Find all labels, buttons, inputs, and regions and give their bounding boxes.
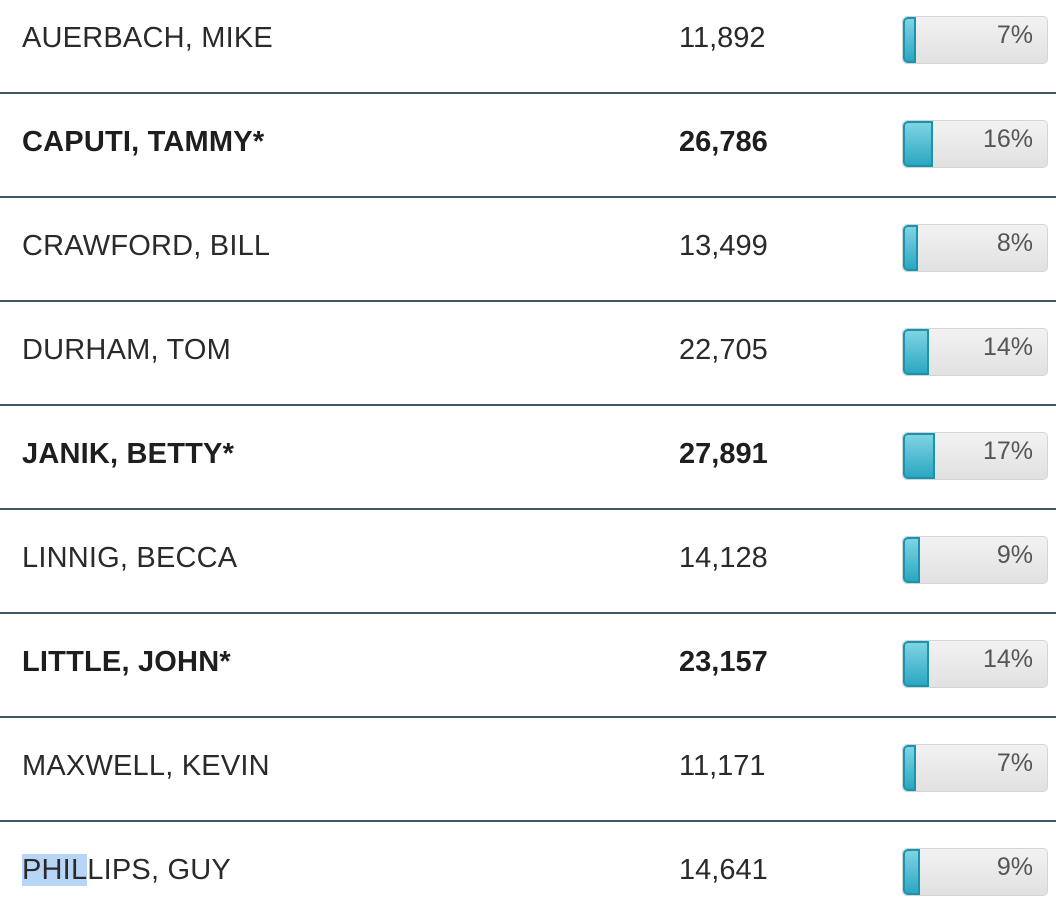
result-row: LITTLE, JOHN* 23,157 14% <box>0 614 1056 718</box>
percent-bar-fill <box>903 641 930 687</box>
candidate-name: CAPUTI, TAMMY* <box>22 126 265 158</box>
percent-label: 9% <box>996 853 1033 881</box>
result-row: LINNIG, BECCA 14,128 9% <box>0 510 1056 614</box>
candidate-name: CRAWFORD, BILL <box>22 230 271 262</box>
percent-label: 9% <box>996 541 1033 569</box>
result-row: CRAWFORD, BILL 13,499 8% <box>0 198 1056 302</box>
candidate-name: LINNIG, BECCA <box>22 542 238 574</box>
percent-bar-fill <box>903 537 920 583</box>
percent-label: 7% <box>996 749 1033 777</box>
candidate-name-rest: LIPS, GUY <box>87 854 231 886</box>
percent-bar: 17% <box>902 432 1048 480</box>
percent-bar-fill <box>903 225 918 271</box>
candidate-name: LITTLE, JOHN* <box>22 646 231 678</box>
percent-label: 14% <box>982 333 1033 361</box>
percent-bar-fill <box>903 849 920 895</box>
percent-bar-fill <box>903 121 933 167</box>
candidate-name: MAXWELL, KEVIN <box>22 750 270 782</box>
vote-count: 11,892 <box>679 22 766 54</box>
percent-bar: 7% <box>902 16 1048 64</box>
vote-count: 23,157 <box>679 646 768 678</box>
result-row: DURHAM, TOM 22,705 14% <box>0 302 1056 406</box>
candidate-name: JANIK, BETTY* <box>22 438 235 470</box>
percent-bar-fill <box>903 17 917 63</box>
percent-bar: 14% <box>902 640 1048 688</box>
percent-label: 17% <box>982 437 1033 465</box>
vote-count: 22,705 <box>679 334 768 366</box>
percent-bar: 14% <box>902 328 1048 376</box>
result-row: MAXWELL, KEVIN 11,171 7% <box>0 718 1056 822</box>
vote-count: 11,171 <box>679 750 766 782</box>
percent-bar: 16% <box>902 120 1048 168</box>
percent-label: 7% <box>996 21 1033 49</box>
percent-label: 8% <box>996 229 1033 257</box>
percent-bar-fill <box>903 745 917 791</box>
vote-count: 13,499 <box>679 230 768 262</box>
percent-bar: 9% <box>902 536 1048 584</box>
percent-label: 14% <box>982 645 1033 673</box>
result-row: AUERBACH, MIKE 11,892 7% <box>0 0 1056 94</box>
candidate-name: DURHAM, TOM <box>22 334 231 366</box>
percent-bar: 7% <box>902 744 1048 792</box>
vote-count: 26,786 <box>679 126 768 158</box>
text-selection-highlight: PHIL <box>22 854 88 886</box>
vote-count: 14,128 <box>679 542 768 574</box>
percent-bar: 9% <box>902 848 1048 896</box>
result-row: PHILLIPS, GUY 14,641 9% <box>0 822 1056 924</box>
candidate-name: AUERBACH, MIKE <box>22 22 273 54</box>
vote-count: 14,641 <box>679 854 768 886</box>
percent-bar-fill <box>903 433 935 479</box>
result-row: JANIK, BETTY* 27,891 17% <box>0 406 1056 510</box>
candidate-name: PHILLIPS, GUY <box>22 854 231 887</box>
percent-label: 16% <box>982 125 1033 153</box>
vote-count: 27,891 <box>679 438 768 470</box>
percent-bar: 8% <box>902 224 1048 272</box>
result-row: CAPUTI, TAMMY* 26,786 16% <box>0 94 1056 198</box>
percent-bar-fill <box>903 329 930 375</box>
